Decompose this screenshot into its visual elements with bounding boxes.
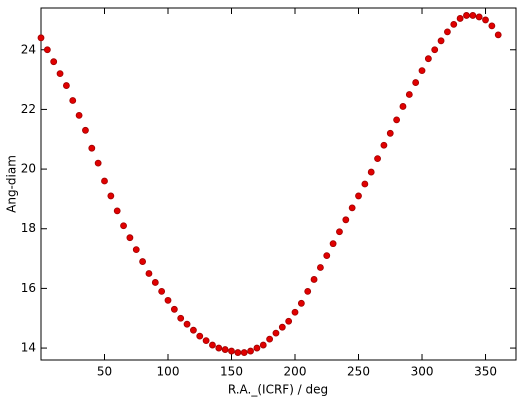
- point: [342, 216, 350, 224]
- point: [266, 335, 274, 343]
- y-tick-label: 16: [21, 281, 36, 295]
- point: [437, 37, 445, 45]
- point: [151, 279, 159, 286]
- point: [247, 347, 254, 355]
- point: [139, 258, 147, 265]
- point: [431, 46, 439, 54]
- point: [202, 337, 210, 345]
- y-tick-label: 18: [21, 221, 36, 235]
- y-tick-label: 20: [21, 162, 36, 176]
- point: [456, 15, 464, 22]
- point: [444, 28, 451, 36]
- point: [393, 116, 401, 124]
- y-tick-label: 24: [21, 42, 36, 56]
- point: [215, 344, 223, 352]
- point: [450, 21, 458, 28]
- point: [209, 341, 216, 349]
- x-tick-label: 50: [97, 365, 112, 379]
- point: [304, 287, 312, 295]
- point: [355, 192, 362, 200]
- y-axis-label: Ang-diam: [5, 155, 19, 213]
- point: [399, 103, 407, 110]
- point: [405, 91, 413, 98]
- point: [348, 204, 356, 212]
- point: [107, 192, 115, 200]
- point: [253, 344, 261, 352]
- x-tick-label: 150: [220, 365, 243, 379]
- point: [259, 341, 267, 349]
- point: [75, 111, 83, 119]
- x-tick-label: 300: [411, 365, 434, 379]
- point: [43, 46, 51, 54]
- point: [82, 126, 89, 134]
- point: [126, 234, 134, 242]
- point: [336, 228, 343, 236]
- x-tick-label: 250: [347, 365, 370, 379]
- point: [50, 58, 58, 66]
- point: [418, 67, 426, 75]
- point: [285, 317, 293, 325]
- point: [361, 180, 369, 188]
- point: [278, 323, 286, 331]
- point: [475, 13, 483, 21]
- point: [183, 320, 191, 328]
- point: [463, 12, 470, 19]
- plot-frame: [40, 7, 517, 361]
- point: [494, 31, 502, 39]
- point: [234, 349, 242, 356]
- point: [56, 70, 64, 78]
- point: [221, 346, 229, 353]
- point: [488, 22, 496, 30]
- point: [170, 305, 178, 313]
- y-tick-label: 22: [21, 102, 36, 116]
- point: [482, 16, 489, 24]
- point: [164, 296, 172, 304]
- point: [386, 129, 394, 137]
- point: [101, 177, 108, 185]
- point: [228, 347, 235, 355]
- x-axis-label: R.A._(ICRF) / deg: [228, 383, 328, 397]
- point: [37, 34, 45, 42]
- point: [367, 168, 375, 176]
- point: [190, 326, 197, 334]
- point: [63, 82, 70, 89]
- point: [291, 308, 299, 316]
- point: [412, 79, 420, 86]
- point: [88, 144, 96, 152]
- point: [196, 332, 204, 340]
- point: [69, 97, 77, 104]
- point: [297, 299, 305, 307]
- point: [272, 329, 280, 337]
- point: [132, 246, 140, 254]
- y-tick-label: 14: [21, 341, 36, 355]
- point: [177, 314, 185, 322]
- point: [374, 155, 381, 163]
- point: [323, 252, 331, 259]
- x-tick-label: 200: [284, 365, 307, 379]
- point: [94, 159, 102, 167]
- point: [310, 276, 318, 283]
- point: [469, 12, 477, 19]
- point: [240, 349, 248, 356]
- point: [113, 207, 121, 215]
- point: [424, 55, 432, 63]
- point: [380, 141, 388, 149]
- point: [120, 222, 127, 230]
- point: [329, 240, 337, 248]
- point: [145, 270, 153, 277]
- x-tick-label: 100: [157, 365, 180, 379]
- point: [317, 264, 324, 271]
- x-tick-label: 350: [474, 365, 497, 379]
- point: [158, 287, 166, 295]
